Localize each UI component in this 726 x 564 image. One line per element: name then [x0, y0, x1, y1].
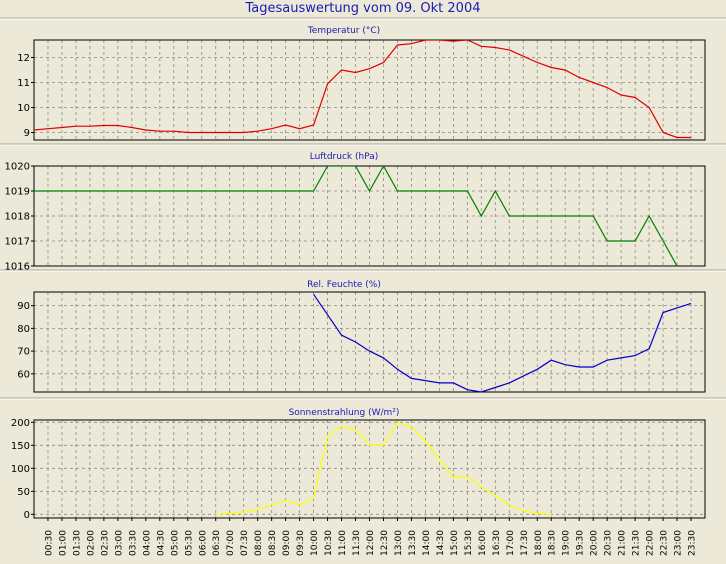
x-tick-label: 23:00: [674, 530, 684, 556]
x-tick-label: 13:00: [394, 530, 404, 556]
x-tick-label: 15:30: [464, 530, 474, 556]
x-tick-label: 18:30: [548, 530, 558, 556]
pressure-panel: Luftdruck (hPa) 1016 1017 1018 1019 1020: [0, 143, 726, 273]
y-tick-label: 80: [17, 324, 30, 335]
y-tick-label: 50: [17, 487, 30, 498]
plot-frame: [33, 291, 706, 393]
x-tick-label: 08:30: [268, 530, 278, 556]
x-tick-label: 12:00: [366, 530, 376, 556]
x-tick-label: 11:00: [338, 530, 348, 556]
y-tick-label: 100: [11, 464, 30, 475]
x-tick-label: 17:00: [506, 530, 516, 556]
x-tick-label: 09:30: [296, 530, 306, 556]
y-tick-label: 9: [24, 128, 30, 139]
y-tick-label: 90: [17, 301, 30, 312]
x-tick-label: 22:00: [646, 530, 656, 556]
x-tick-label: 14:00: [422, 530, 432, 556]
y-tick-label: 12: [17, 53, 30, 64]
y-tick-label: 1019: [5, 187, 30, 198]
solar-panel: Sonnenstrahlung (W/m²) 0 50 100 150 200: [0, 397, 726, 521]
x-tick-label: 20:00: [590, 530, 600, 556]
x-tick-label: 06:00: [198, 530, 208, 556]
humidity-series-line: [313, 293, 692, 392]
temperature-panel: Temperatur (°C) 9 10 11 12: [0, 17, 726, 141]
x-tick-label: 12:30: [380, 530, 390, 556]
x-tick-label: 19:30: [576, 530, 586, 556]
x-tick-label: 18:00: [534, 530, 544, 556]
plot-frame: [33, 39, 706, 141]
y-tick-label: 150: [11, 441, 30, 452]
x-tick-label: 16:30: [492, 530, 502, 556]
x-tick-label: 08:00: [254, 530, 264, 556]
x-tick-label: 17:30: [520, 530, 530, 556]
y-tick-label: 200: [11, 418, 30, 429]
x-tick-label: 01:30: [72, 530, 82, 556]
x-tick-label: 00:30: [44, 530, 54, 556]
x-tick-label: 10:30: [324, 530, 334, 556]
x-tick-label: 07:00: [226, 530, 236, 556]
x-tick-label: 21:30: [632, 530, 642, 556]
x-tick-label: 20:30: [604, 530, 614, 556]
x-tick-label: 23:30: [688, 530, 698, 556]
y-tick-label: 11: [17, 78, 30, 89]
page-title: Tagesauswertung vom 09. Okt 2004: [245, 1, 481, 16]
x-tick-label: 04:30: [156, 530, 166, 556]
x-tick-label: 09:00: [282, 530, 292, 556]
x-tick-label: 05:30: [184, 530, 194, 556]
y-tick-label: 1016: [5, 262, 30, 273]
x-tick-label: 05:00: [170, 530, 180, 556]
x-tick-label: 15:00: [450, 530, 460, 556]
solar-series-line: [215, 421, 552, 515]
x-tick-label: 11:30: [352, 530, 362, 556]
pressure-series-line: [34, 166, 678, 266]
x-tick-label: 13:30: [408, 530, 418, 556]
x-tick-label: 21:00: [618, 530, 628, 556]
x-tick-label: 16:00: [478, 530, 488, 556]
x-tick-label: 10:00: [310, 530, 320, 556]
x-tick-label: 03:00: [114, 530, 124, 556]
y-tick-label: 0: [24, 510, 30, 521]
humidity-panel: Rel. Feuchte (%) 60 70 80 90: [0, 269, 726, 393]
x-tick-label: 14:30: [436, 530, 446, 556]
y-tick-label: 60: [17, 369, 30, 380]
y-tick-label: 10: [17, 103, 30, 114]
x-tick-label: 01:00: [58, 530, 68, 556]
x-axis: 00:30 01:00 01:30 02:00 02:30 03:00 03:30 04:00…: [44, 518, 698, 556]
x-tick-label: 19:00: [562, 530, 572, 556]
plot-frame: [33, 165, 706, 267]
x-tick-label: 03:30: [128, 530, 138, 556]
temperature-chart-title: Temperatur (°C): [307, 26, 380, 36]
y-tick-label: 1018: [5, 212, 30, 223]
x-tick-label: 06:30: [212, 530, 222, 556]
x-tick-label: 04:00: [142, 530, 152, 556]
y-tick-label: 70: [17, 347, 30, 358]
x-tick-label: 07:30: [240, 530, 250, 556]
solar-chart-title: Sonnenstrahlung (W/m²): [289, 408, 400, 418]
x-tick-label: 02:30: [100, 530, 110, 556]
y-tick-label: 1020: [5, 162, 30, 173]
x-tick-label: 02:00: [86, 530, 96, 556]
y-tick-label: 1017: [5, 237, 30, 248]
pressure-chart-title: Luftdruck (hPa): [310, 152, 379, 162]
temperature-series-line: [34, 40, 691, 139]
x-tick-label: 22:30: [660, 530, 670, 556]
humidity-chart-title: Rel. Feuchte (%): [307, 280, 381, 290]
